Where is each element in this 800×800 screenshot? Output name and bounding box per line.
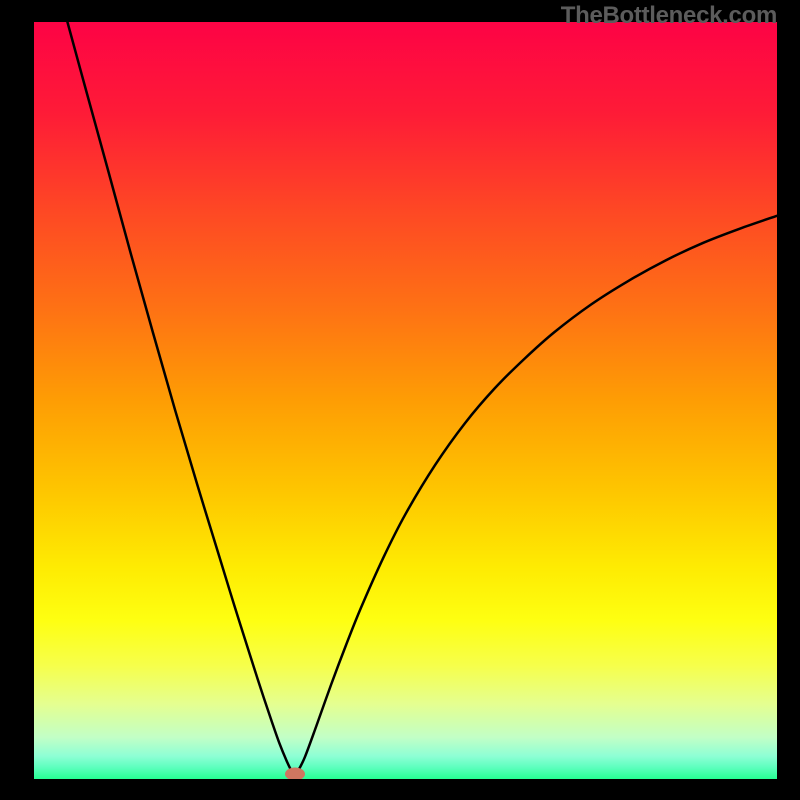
chart-curve-svg xyxy=(34,22,777,779)
bottleneck-curve xyxy=(67,22,777,774)
plot-area xyxy=(34,22,777,779)
optimal-point-marker xyxy=(285,767,305,779)
watermark-text: TheBottleneck.com xyxy=(561,2,777,30)
chart-container: TheBottleneck.com xyxy=(0,0,800,800)
